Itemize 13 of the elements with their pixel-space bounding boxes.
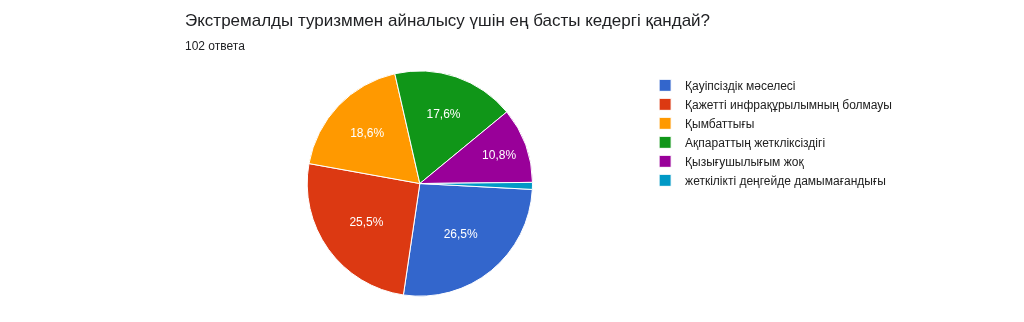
chart-subtitle: 102 ответа bbox=[185, 39, 246, 53]
legend-label: Ақпараттың жетклiксiздiгi bbox=[685, 136, 826, 151]
data-label: 18,6% bbox=[350, 126, 385, 141]
legend-label: Қауіпсіздік мәселесі bbox=[685, 79, 796, 94]
legend-label: Қымбаттығы bbox=[685, 117, 755, 132]
data-label: 25,5% bbox=[349, 214, 384, 229]
data-label: 10,8% bbox=[482, 147, 517, 162]
legend-label: жеткілікті деңгейде дамымағандығы bbox=[685, 174, 886, 189]
chart-title: Экстремалды туризммен айналысу үшін ең басты кедергі қандай? bbox=[185, 11, 711, 30]
data-label: 17,6% bbox=[426, 106, 461, 121]
data-label: 26,5% bbox=[443, 226, 479, 241]
legend-label: Қызығушылығым жоқ bbox=[685, 155, 805, 170]
legend-label: Қажетті инфрақұрылымның болмауы bbox=[685, 98, 892, 113]
